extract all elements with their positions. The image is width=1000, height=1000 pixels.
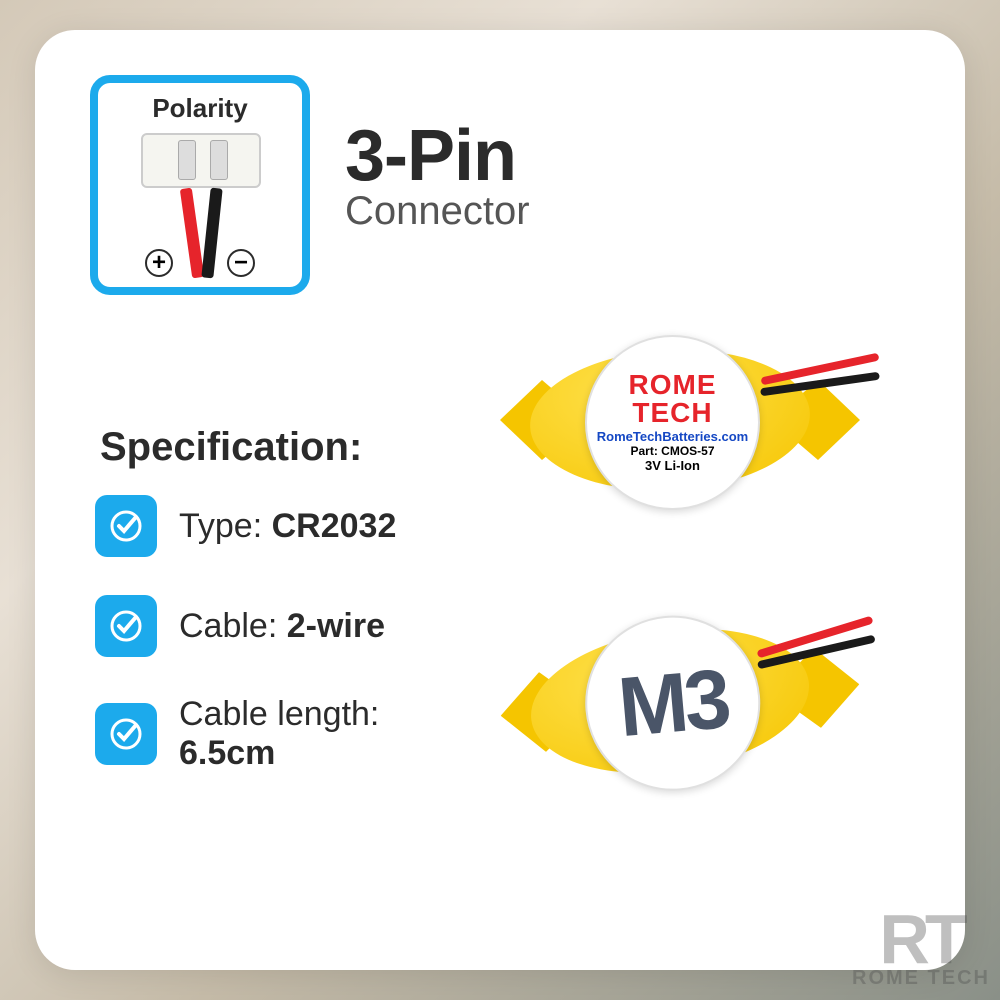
connector-diagram: [128, 133, 273, 223]
brand-part: Part: CMOS-57: [630, 444, 714, 458]
brand-line2: TECH: [632, 397, 712, 429]
headline: 3-Pin Connector: [345, 115, 530, 234]
battery-back: M3: [502, 586, 858, 815]
spec-item-length: Cable length:6.5cm: [95, 695, 396, 773]
brand-line1: ROME: [629, 372, 717, 397]
headline-main: 3-Pin: [345, 115, 530, 197]
connector-pin: [178, 140, 196, 180]
polarity-symbols: + −: [98, 249, 302, 277]
spec-list: Type: CR2032 Cable: 2-wire Cable length:…: [95, 495, 396, 811]
watermark-text: ROME TECH: [852, 967, 990, 990]
check-icon: [95, 495, 157, 557]
battery-label-disc: ROME TECH RomeTechBatteries.com Part: CM…: [585, 335, 760, 510]
polarity-box: Polarity + −: [90, 75, 310, 295]
check-icon: [95, 595, 157, 657]
adhesive-brand: M3: [614, 650, 731, 756]
spec-label: Cable length:: [179, 695, 379, 733]
check-icon: [95, 703, 157, 765]
watermark: RT ROME TECH: [852, 911, 990, 990]
spec-value: 2-wire: [287, 607, 385, 645]
connector-body: [141, 133, 261, 188]
product-card: Polarity + − 3-Pin Connector Specificati…: [35, 30, 965, 970]
spec-text: Type: CR2032: [179, 507, 396, 546]
brand-voltage: 3V Li-Ion: [645, 458, 700, 473]
headline-sub: Connector: [345, 189, 530, 234]
spec-label: Type:: [179, 507, 272, 545]
plus-icon: +: [145, 249, 173, 277]
spec-value: 6.5cm: [179, 734, 275, 772]
spec-item-type: Type: CR2032: [95, 495, 396, 557]
spec-text: Cable: 2-wire: [179, 607, 385, 646]
spec-text: Cable length:6.5cm: [179, 695, 379, 773]
spec-item-cable: Cable: 2-wire: [95, 595, 396, 657]
watermark-logo: RT: [852, 911, 990, 967]
spec-label: Cable:: [179, 607, 287, 645]
spec-heading: Specification:: [100, 425, 362, 470]
polarity-label: Polarity: [98, 93, 302, 124]
spec-value: CR2032: [272, 507, 397, 545]
brand-url: RomeTechBatteries.com: [597, 429, 748, 444]
connector-pin: [210, 140, 228, 180]
battery-front: ROME TECH RomeTechBatteries.com Part: CM…: [510, 320, 850, 520]
minus-icon: −: [227, 249, 255, 277]
